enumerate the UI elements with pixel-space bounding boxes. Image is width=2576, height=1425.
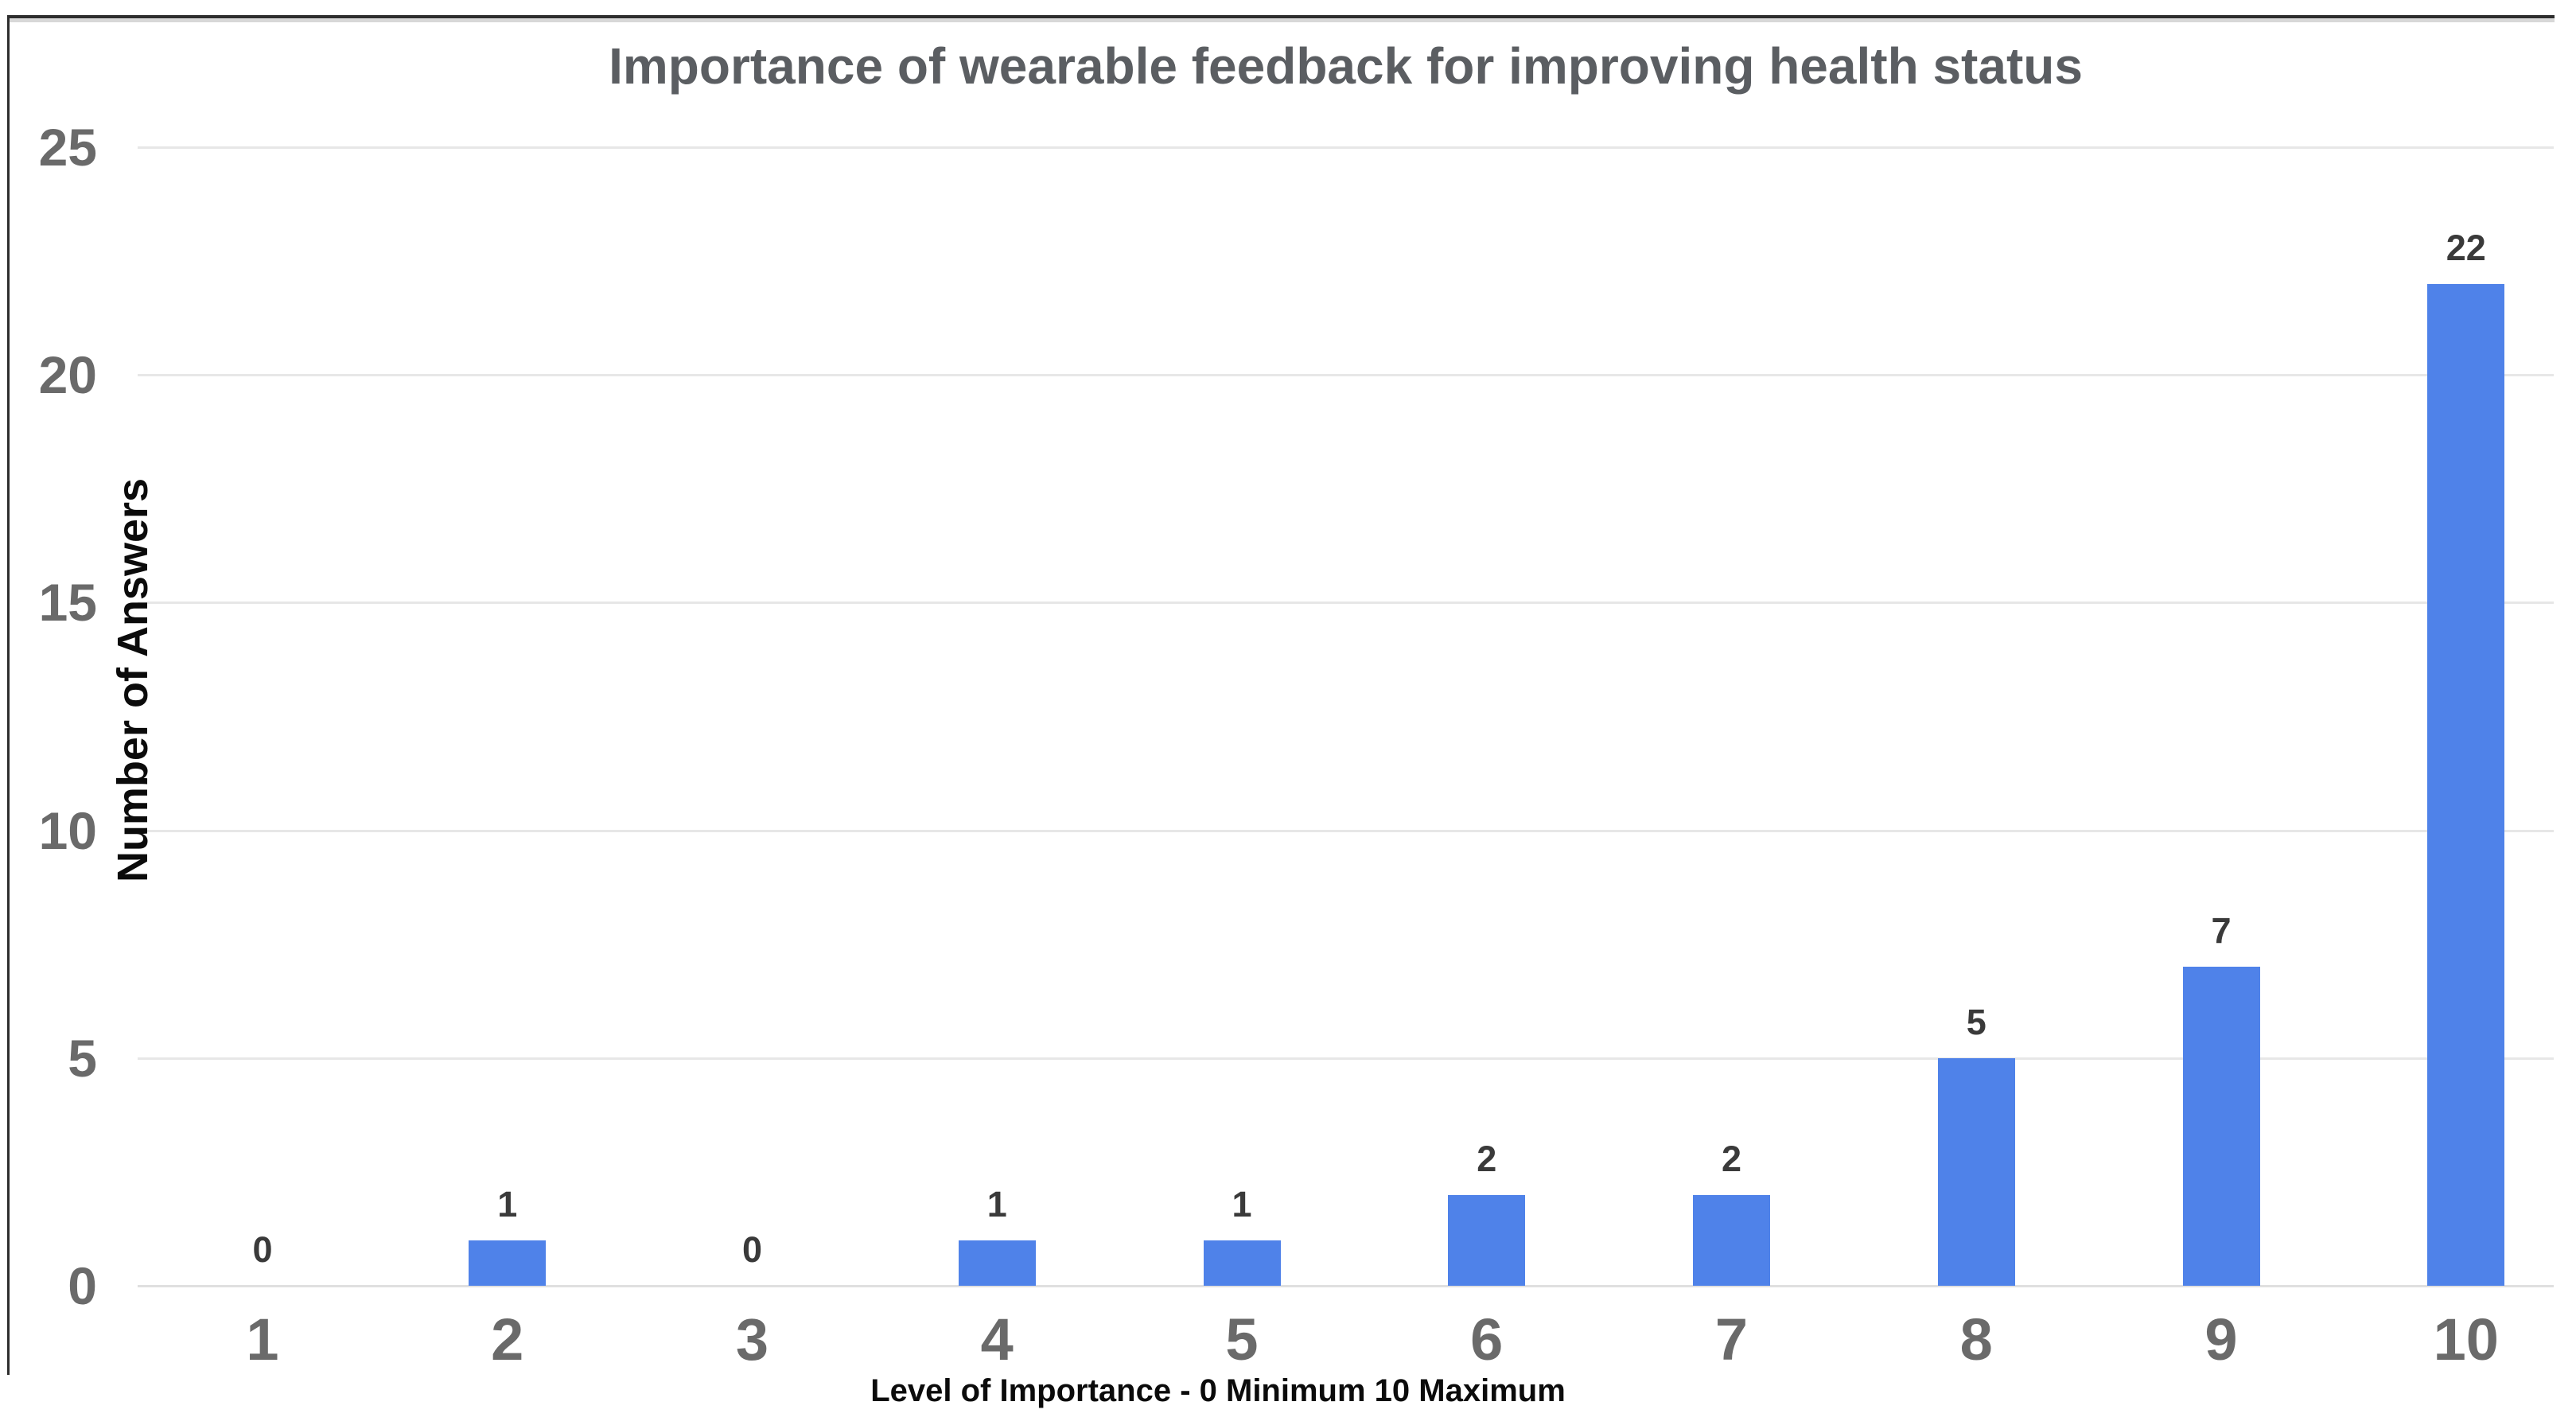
x-axis-title: Level of Importance - 0 Minimum 10 Maxim… [870, 1373, 1566, 1408]
bar [1448, 1194, 1526, 1286]
x-axis-baseline [138, 1285, 2554, 1287]
y-tick-label: 5 [68, 1028, 97, 1088]
gridline [138, 374, 2554, 377]
x-tick-label: 4 [980, 1306, 1014, 1372]
chart-title: Importance of wearable feedback for impr… [609, 37, 2083, 95]
x-tick-label: 3 [735, 1306, 769, 1372]
y-tick-label: 20 [38, 345, 97, 405]
frame-border-top [7, 15, 2555, 18]
gridline [138, 1057, 2554, 1060]
bar-value-label: 22 [2446, 227, 2486, 268]
y-tick-label: 10 [38, 800, 97, 860]
y-tick-label: 25 [38, 118, 97, 177]
bar [2427, 283, 2505, 1286]
y-tick-label: 15 [38, 573, 97, 633]
x-tick-label: 10 [2433, 1306, 2499, 1372]
frame-border-left [7, 15, 10, 1375]
x-tick-label: 6 [1470, 1306, 1504, 1372]
bar [469, 1240, 547, 1286]
bar-value-label: 2 [1721, 1138, 1742, 1179]
bar-value-label: 2 [1477, 1138, 1497, 1179]
x-tick-label: 5 [1225, 1306, 1259, 1372]
x-tick-label: 9 [2204, 1306, 2238, 1372]
bar [1693, 1194, 1770, 1286]
bar-value-label: 1 [1232, 1183, 1252, 1224]
gridline [138, 146, 2554, 149]
bar-value-label: 5 [1966, 1001, 1986, 1042]
gridline [138, 602, 2554, 605]
bar [1937, 1057, 2015, 1286]
gridline [138, 829, 2554, 832]
x-tick-label: 7 [1714, 1306, 1749, 1372]
y-tick-label: 0 [68, 1256, 97, 1315]
x-tick-label: 1 [246, 1306, 279, 1372]
frame-border-top-shadow [7, 18, 2555, 22]
bar-value-label: 1 [986, 1183, 1007, 1224]
x-tick-label: 2 [491, 1306, 524, 1372]
bar [2182, 967, 2260, 1286]
y-axis-title: Number of Answers [109, 477, 157, 883]
bar [958, 1240, 1036, 1286]
bar [1203, 1240, 1281, 1286]
bar-value-label: 7 [2211, 910, 2232, 952]
bar-value-label: 0 [252, 1229, 273, 1270]
x-tick-label: 8 [1959, 1306, 1993, 1372]
bar-value-label: 1 [497, 1183, 518, 1224]
bar-value-label: 0 [741, 1229, 763, 1270]
